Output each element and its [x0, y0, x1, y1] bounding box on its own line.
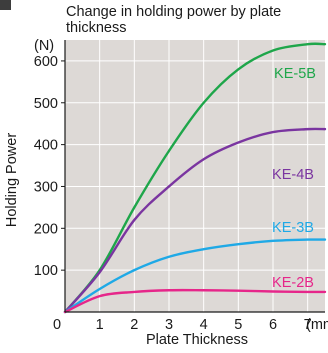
y-tick-label-500: 500	[34, 96, 58, 112]
x-axis-title: Plate Thickness	[146, 332, 248, 348]
chart-title: Change in holding power by plate thickne…	[66, 4, 282, 36]
series-line-ke-2b	[63, 288, 327, 314]
y-tick-label-600: 600	[34, 54, 58, 70]
series-label-ke-3b: KE-3B	[272, 220, 314, 236]
x-tick-label-0: 0	[53, 317, 61, 333]
x-tick-label-7: 7	[304, 317, 312, 333]
series-label-ke-5b: KE-5B	[274, 66, 316, 82]
labels: 0 1 2 3 4 5 6 7 100 200 300 400 500 600 KE-5B KE-4B KE-3…	[34, 54, 316, 333]
series-label-ke-2b: KE-2B	[272, 275, 314, 291]
x-tick-label-6: 6	[269, 317, 277, 333]
series-line-ke-4b	[63, 127, 327, 314]
y-unit-label: (N)	[34, 38, 54, 54]
x-tick-label-3: 3	[165, 317, 173, 333]
x-tick-label-5: 5	[234, 317, 242, 333]
series-line-ke-5b	[63, 42, 327, 314]
y-tick-label-300: 300	[34, 179, 58, 195]
axes	[61, 40, 325, 313]
y-axis-title: Holding Power	[4, 133, 20, 227]
x-unit-label: (mm)	[306, 317, 328, 333]
series-lines	[63, 42, 327, 314]
grid-lines	[65, 40, 325, 312]
x-tick-label-4: 4	[200, 317, 208, 333]
corner-marker	[0, 0, 11, 10]
y-tick-label-200: 200	[34, 221, 58, 237]
y-tick-label-400: 400	[34, 138, 58, 154]
plot-background	[65, 40, 325, 312]
x-tick-label-1: 1	[96, 317, 104, 333]
series-label-ke-4b: KE-4B	[272, 167, 314, 183]
series-line-ke-3b	[63, 238, 327, 314]
y-tick-label-100: 100	[34, 263, 58, 279]
x-tick-label-2: 2	[130, 317, 138, 333]
